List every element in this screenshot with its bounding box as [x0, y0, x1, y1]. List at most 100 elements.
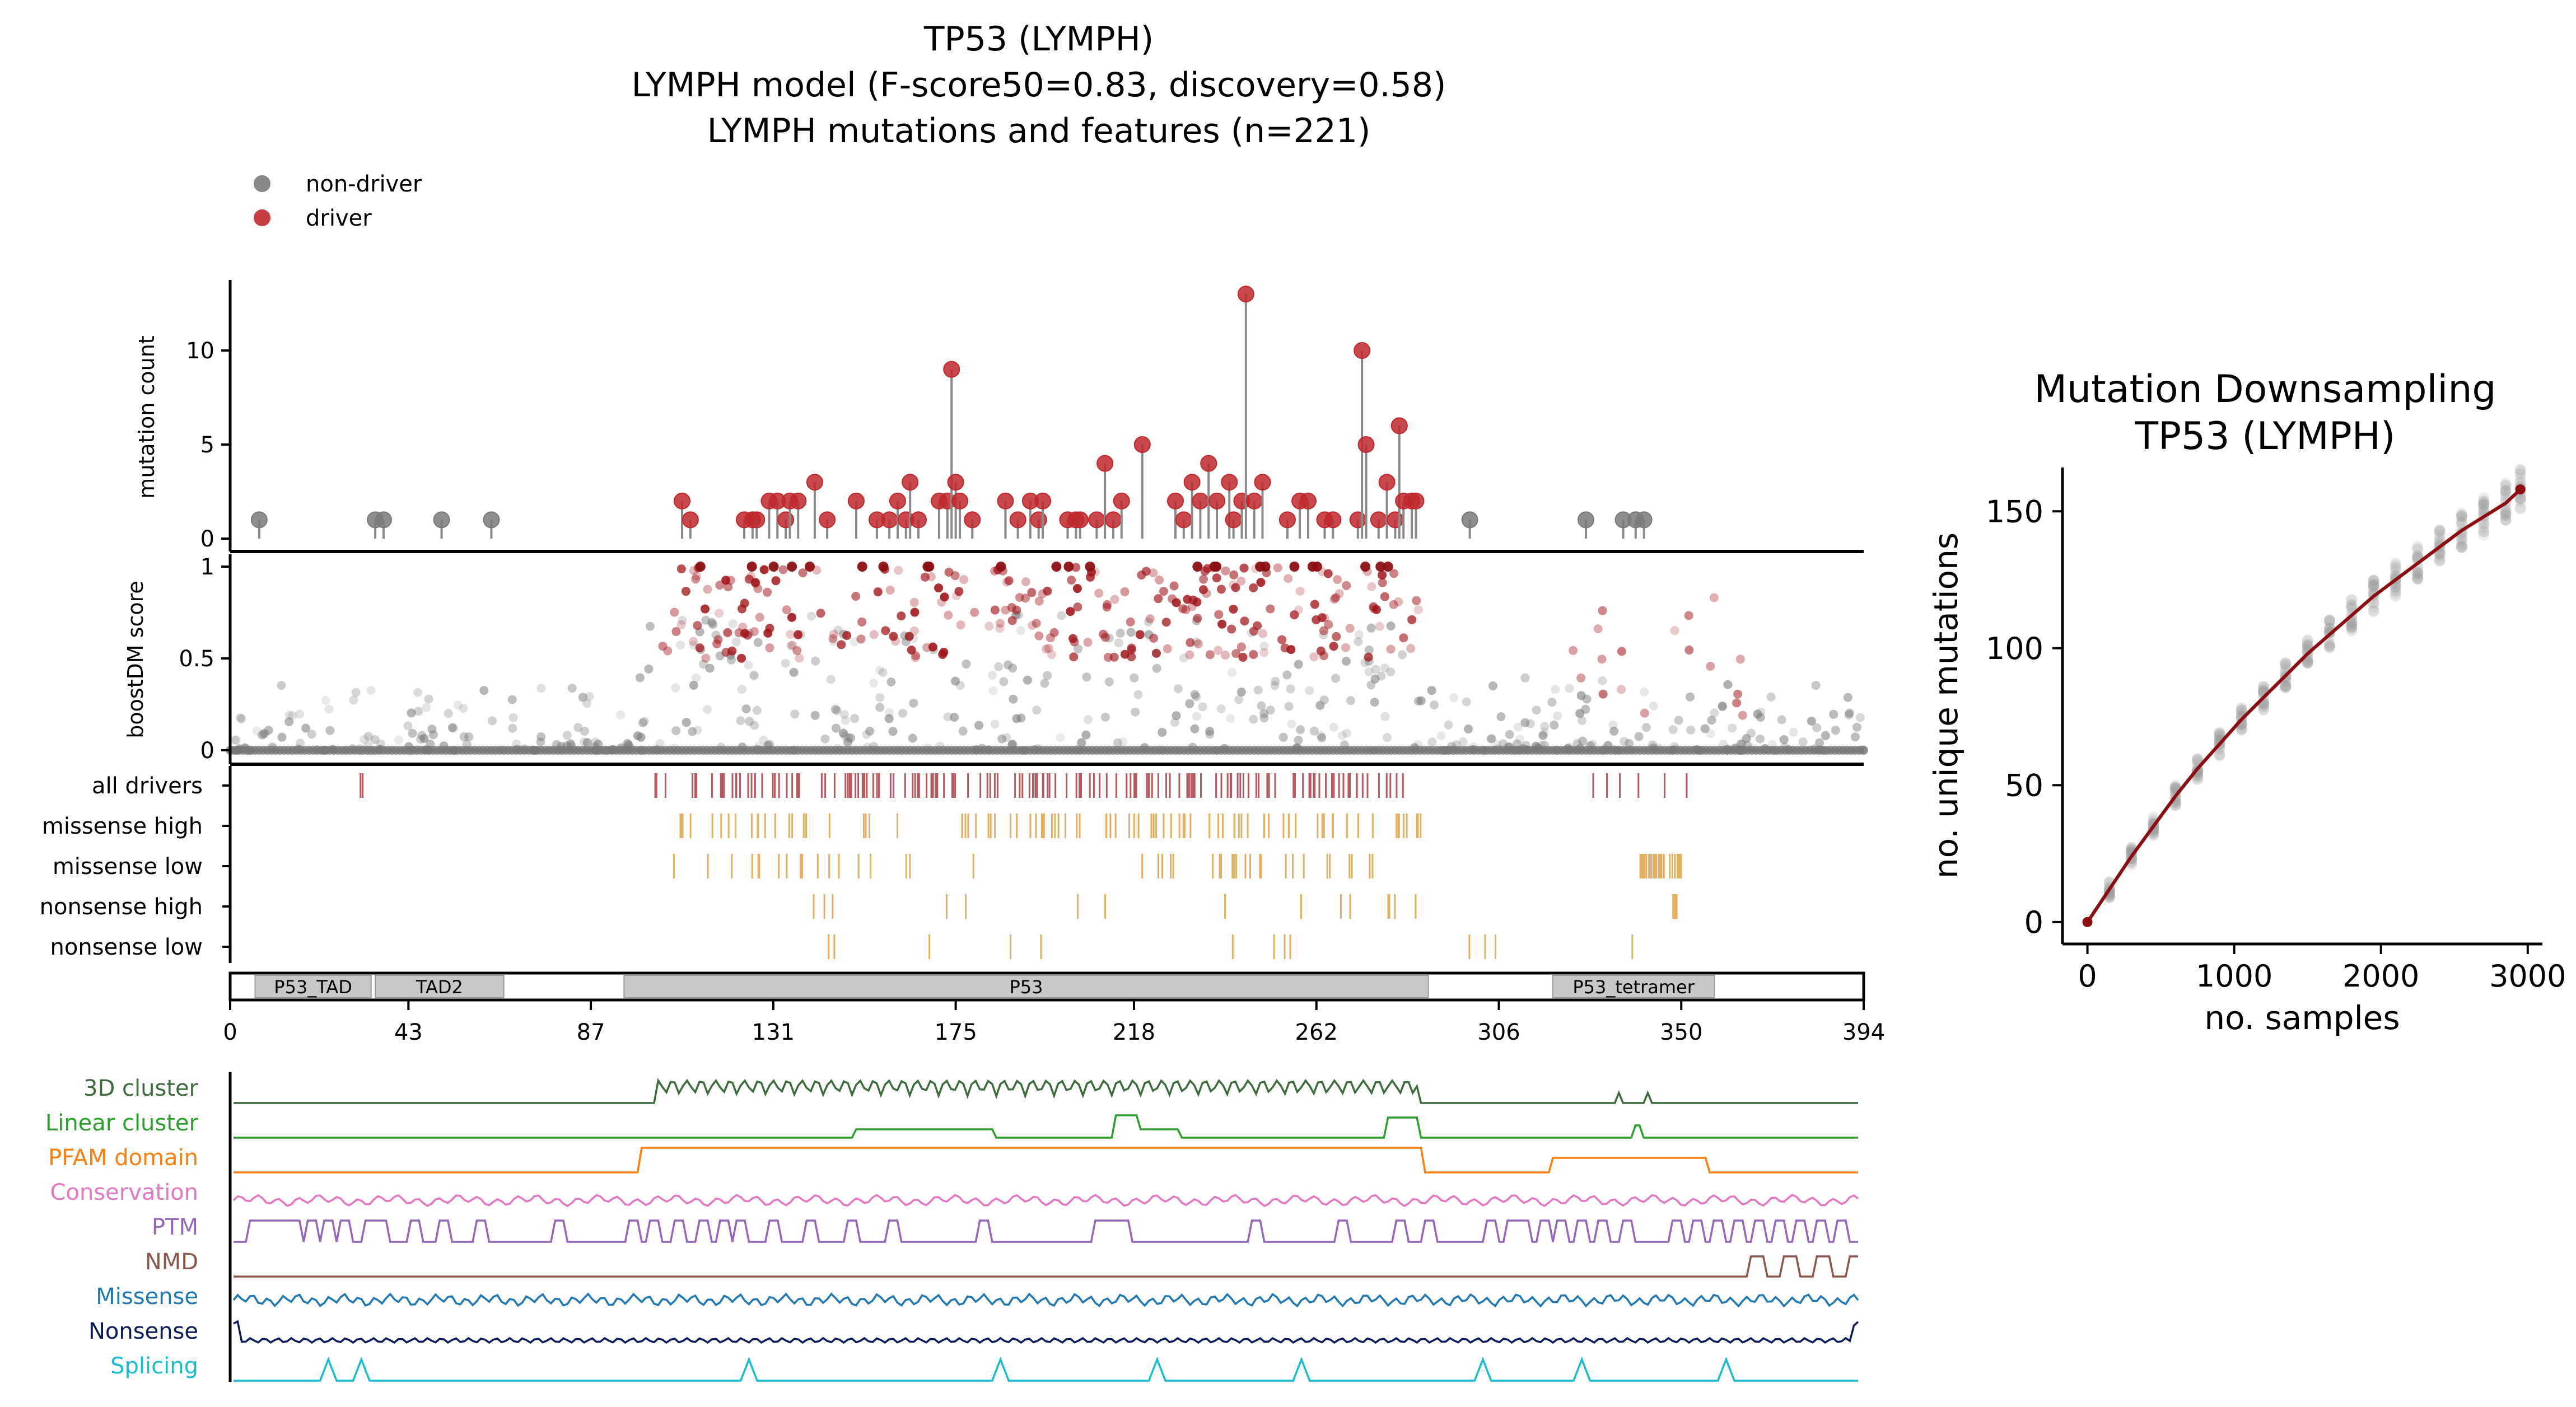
boostdm-driver-point: [1063, 562, 1074, 572]
boostdm-driver-point: [1312, 615, 1321, 625]
boostdm-driver-point: [1259, 648, 1269, 657]
boostdm-point: [1371, 665, 1380, 674]
driver-point: [1407, 492, 1425, 509]
boostdm-point: [1317, 733, 1327, 742]
boostdm-driver-point: [1329, 642, 1338, 651]
boostdm-point: [831, 723, 841, 733]
boostdm-point: [875, 703, 885, 712]
boostdm-point: [360, 735, 369, 744]
boostdm-point: [1116, 628, 1125, 638]
boostdm-point: [1520, 718, 1530, 727]
main-title-line1: TP53 (LYMPH): [923, 20, 1154, 59]
boostdm-point: [1140, 743, 1149, 752]
boostdm-point: [1259, 709, 1269, 718]
tier-label-nonsense-low: nonsense low: [50, 934, 203, 960]
boostdm-point: [682, 718, 691, 727]
boostdm-point: [1040, 679, 1049, 688]
boostdm-point: [997, 734, 1007, 744]
boostdm-point: [1494, 744, 1503, 754]
boostdm-point: [1551, 685, 1560, 694]
tier-row-ticks: [222, 784, 230, 948]
boostdm-driver-point: [1161, 618, 1171, 627]
boostdm-point: [670, 744, 679, 753]
boostdm-point: [843, 737, 852, 747]
boostdm-point: [886, 677, 896, 686]
downsampling-replicate-point: [2456, 511, 2467, 522]
boostdm-point: [1234, 695, 1244, 704]
boostdm-point: [1002, 733, 1011, 742]
boostdm-point: [580, 726, 589, 736]
boostdm-driver-point: [1735, 655, 1745, 664]
boostdm-driver-point: [1178, 604, 1188, 614]
boostdm-point: [1520, 673, 1530, 683]
downsampling-replicate-point: [2390, 557, 2401, 569]
boostdm-point: [582, 738, 592, 747]
boostdm-point: [781, 658, 790, 668]
boostdm-point: [850, 714, 860, 723]
boostdm-driver-point: [904, 632, 914, 641]
boostdm-driver-point: [778, 565, 788, 574]
boostdm-point: [1767, 740, 1777, 749]
boostdm-driver-point: [1185, 650, 1194, 660]
boostdm-driver-point: [749, 627, 759, 637]
boostdm-driver-point: [1406, 644, 1416, 653]
boostdm-point: [744, 660, 753, 670]
boostdm-point: [241, 744, 250, 753]
boostdm-point: [1043, 671, 1052, 680]
downsampling-replicate-point: [2214, 749, 2225, 760]
feature-track-line: [232, 1194, 1859, 1208]
boostdm-point: [1398, 650, 1407, 660]
downsampling-title-line2: TP53 (LYMPH): [2135, 414, 2396, 459]
protein-axis-tick-label: 43: [394, 1020, 423, 1045]
driver-point: [1009, 511, 1026, 529]
boostdm-point: [488, 716, 497, 726]
boostdm-driver-point: [1145, 614, 1155, 624]
boostdm-point: [1532, 705, 1541, 715]
domain-box: [1552, 975, 1715, 998]
boostdm-point: [422, 703, 431, 712]
boostdm-driver-point: [1172, 598, 1181, 607]
boostdm-driver-point: [1141, 567, 1151, 576]
boostdm-point: [1259, 713, 1269, 723]
driver-point: [1378, 474, 1396, 491]
boostdm-point: [1809, 744, 1819, 754]
downsampling-replicate-point: [2514, 464, 2526, 476]
boostdm-driver-point: [734, 628, 744, 638]
boostdm-point: [567, 684, 577, 693]
boostdm-driver-point: [1394, 597, 1403, 606]
boostdm-driver-point: [1360, 562, 1371, 572]
boostdm-point: [692, 673, 701, 683]
boostdm-point: [1170, 718, 1179, 727]
boostdm-driver-point: [1732, 698, 1742, 708]
boostdm-point: [459, 732, 469, 741]
boostdm-point: [935, 741, 945, 751]
boostdm-point: [1572, 740, 1582, 749]
boostdm-driver-point: [1221, 566, 1230, 576]
mutation-count-panel: 0 5 10 mutation count: [134, 280, 1653, 552]
boostdm-point: [370, 735, 380, 745]
boostdm-point: [1452, 740, 1461, 750]
boostdm-driver-point: [782, 605, 791, 615]
boostdm-point: [788, 745, 798, 755]
boostdm-point: [1152, 663, 1161, 673]
boostdm-driver-point: [691, 574, 701, 584]
downsampling-replicate-point: [2280, 681, 2292, 693]
driver-point: [909, 511, 927, 529]
tier-label-nonsense-high: nonsense high: [40, 894, 203, 920]
boostdm-point: [355, 744, 365, 754]
boostdm-point: [644, 664, 654, 674]
downsampling-replicate-point: [2192, 753, 2204, 765]
downsampling-replicate-point: [2412, 571, 2424, 582]
boostdm-point: [447, 723, 457, 732]
boostdm-point: [1858, 745, 1867, 755]
boostdm-point: [1811, 680, 1821, 690]
boostdm-point: [974, 721, 984, 730]
domain-boxes: P53_TAD TAD2 P53 P53_tetramer: [254, 975, 1715, 998]
downsampling-replicate-point: [2434, 532, 2446, 544]
boostdm-point: [811, 656, 820, 666]
boostdm-driver-point: [723, 628, 732, 637]
boostdm-point: [1249, 714, 1258, 724]
downsampling-replicate-point: [2280, 683, 2292, 694]
driver-point: [1096, 455, 1114, 472]
boostdm-driver-point: [676, 564, 686, 574]
